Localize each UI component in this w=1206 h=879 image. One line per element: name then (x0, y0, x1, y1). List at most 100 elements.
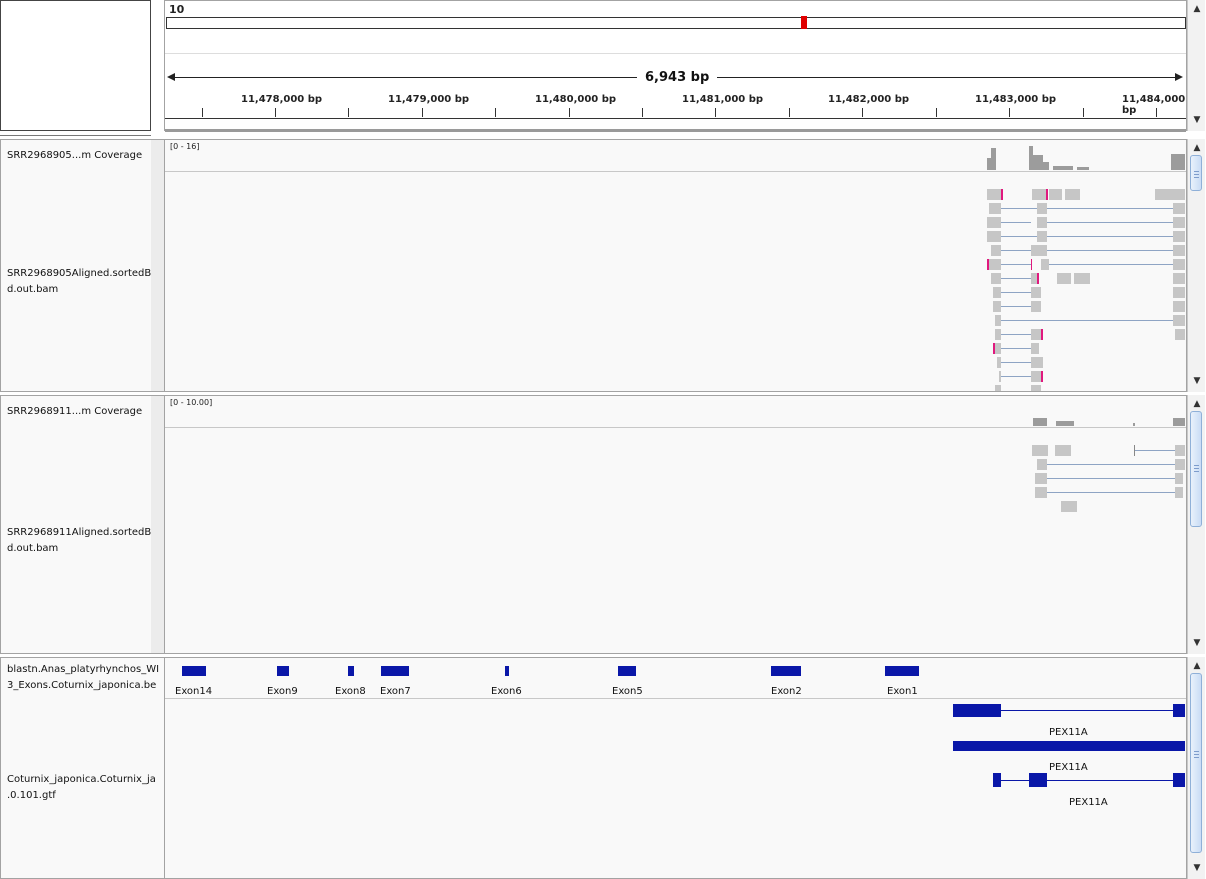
chevron-down-icon[interactable]: ▼ (1193, 376, 1201, 386)
read[interactable] (1173, 217, 1185, 228)
read[interactable] (1031, 245, 1047, 256)
read[interactable] (1173, 315, 1185, 326)
gene-exon[interactable] (953, 704, 1001, 717)
read[interactable] (1031, 301, 1041, 312)
track2-scrollbar[interactable]: ▲ ▼ (1187, 395, 1205, 654)
current-region-marker[interactable] (801, 16, 807, 29)
track1-alignment-name[interactable]: SRR2968905Aligned.sortedBy d.out.bam (7, 268, 158, 295)
blast-track-name[interactable]: blastn.Anas_platyrhynchos_WI 3_Exons.Cot… (7, 664, 160, 691)
exon-feature[interactable] (381, 666, 409, 676)
read[interactable] (995, 385, 1001, 391)
feature-scrollbar[interactable]: ▲ ▼ (1187, 657, 1205, 879)
chevron-up-icon[interactable]: ▲ (1193, 4, 1201, 14)
read[interactable] (1173, 287, 1185, 298)
feature-scroll-thumb[interactable] (1190, 673, 1202, 853)
read[interactable] (1031, 343, 1039, 354)
read[interactable] (991, 273, 1001, 284)
feature-divider (165, 698, 1186, 699)
exon-feature[interactable] (771, 666, 801, 676)
ruler-tick (1156, 108, 1157, 117)
read[interactable] (989, 203, 1001, 214)
read[interactable] (1049, 189, 1062, 200)
read[interactable] (1031, 273, 1039, 284)
read[interactable] (1035, 487, 1047, 498)
read[interactable] (1032, 445, 1048, 456)
read[interactable] (1175, 329, 1185, 340)
read[interactable] (1173, 245, 1185, 256)
thumb-grip (1194, 757, 1199, 758)
read[interactable] (1173, 231, 1185, 242)
read[interactable] (993, 343, 1001, 354)
chevron-down-icon[interactable]: ▼ (1193, 115, 1201, 125)
read[interactable] (1057, 273, 1071, 284)
header-scrollbar[interactable]: ▲ ▼ (1187, 0, 1205, 131)
read[interactable] (1035, 473, 1047, 484)
exon-feature[interactable] (182, 666, 206, 676)
read[interactable] (1173, 203, 1185, 214)
read[interactable] (1155, 189, 1185, 200)
read[interactable] (987, 259, 1001, 270)
read[interactable] (993, 301, 1001, 312)
read[interactable] (1175, 445, 1185, 456)
read[interactable] (1037, 459, 1047, 470)
read[interactable] (1173, 301, 1185, 312)
chevron-up-icon[interactable]: ▲ (1193, 399, 1201, 409)
read[interactable] (1031, 357, 1043, 368)
read[interactable] (1032, 189, 1046, 200)
splice-junction (1047, 492, 1175, 493)
read[interactable] (1037, 217, 1047, 228)
gene-exon[interactable] (1173, 704, 1185, 717)
ruler-divider (165, 53, 1186, 54)
read[interactable] (995, 315, 1001, 326)
read[interactable] (1173, 273, 1185, 284)
chevron-down-icon[interactable]: ▼ (1193, 863, 1201, 873)
read[interactable] (1031, 287, 1041, 298)
thumb-grip (1194, 177, 1199, 178)
read[interactable] (1031, 371, 1043, 382)
mismatch-mark (1037, 273, 1039, 284)
read[interactable] (1041, 259, 1049, 270)
read[interactable] (993, 287, 1001, 298)
read[interactable] (1173, 259, 1185, 270)
track1-scrollbar[interactable]: ▲ ▼ (1187, 139, 1205, 392)
read[interactable] (1037, 231, 1047, 242)
coverage-bar (1029, 146, 1033, 170)
track2-coverage-name[interactable]: SRR2968911...m Coverage (7, 406, 143, 417)
read[interactable] (1031, 385, 1041, 391)
gene-exon[interactable] (1029, 773, 1047, 787)
exon-feature[interactable] (885, 666, 919, 676)
read[interactable] (995, 329, 1001, 340)
exon-feature[interactable] (348, 666, 354, 676)
read[interactable] (1055, 445, 1071, 456)
chromosome-ideogram[interactable] (166, 17, 1186, 29)
read[interactable] (991, 245, 1001, 256)
splice-junction (1135, 450, 1175, 451)
chevron-up-icon[interactable]: ▲ (1193, 661, 1201, 671)
read[interactable] (999, 371, 1001, 382)
read[interactable] (987, 189, 1003, 200)
exon-feature[interactable] (618, 666, 636, 676)
chevron-down-icon[interactable]: ▼ (1193, 638, 1201, 648)
gene-exon[interactable] (1173, 773, 1185, 787)
read[interactable] (1074, 273, 1090, 284)
exon-feature[interactable] (505, 666, 509, 676)
gene-exon[interactable] (953, 741, 1185, 751)
read[interactable] (1031, 329, 1043, 340)
track2-alignment-name[interactable]: SRR2968911Aligned.sortedBy d.out.bam (7, 527, 158, 554)
read[interactable] (1065, 189, 1080, 200)
read[interactable] (997, 357, 1001, 368)
track1-scroll-thumb[interactable] (1190, 155, 1202, 191)
track1-coverage-name[interactable]: SRR2968905...m Coverage (7, 150, 143, 161)
exon-feature[interactable] (277, 666, 289, 676)
gene-exon[interactable] (993, 773, 1001, 787)
read[interactable] (1175, 473, 1183, 484)
track2-scroll-thumb[interactable] (1190, 411, 1202, 527)
read[interactable] (987, 231, 1001, 242)
read[interactable] (1175, 487, 1183, 498)
read[interactable] (1037, 203, 1047, 214)
read[interactable] (987, 217, 1001, 228)
read[interactable] (1061, 501, 1077, 512)
gtf-track-name[interactable]: Coturnix_japonica.Coturnix_ja .0.101.gtf (7, 774, 156, 801)
read[interactable] (1175, 459, 1185, 470)
chevron-up-icon[interactable]: ▲ (1193, 143, 1201, 153)
